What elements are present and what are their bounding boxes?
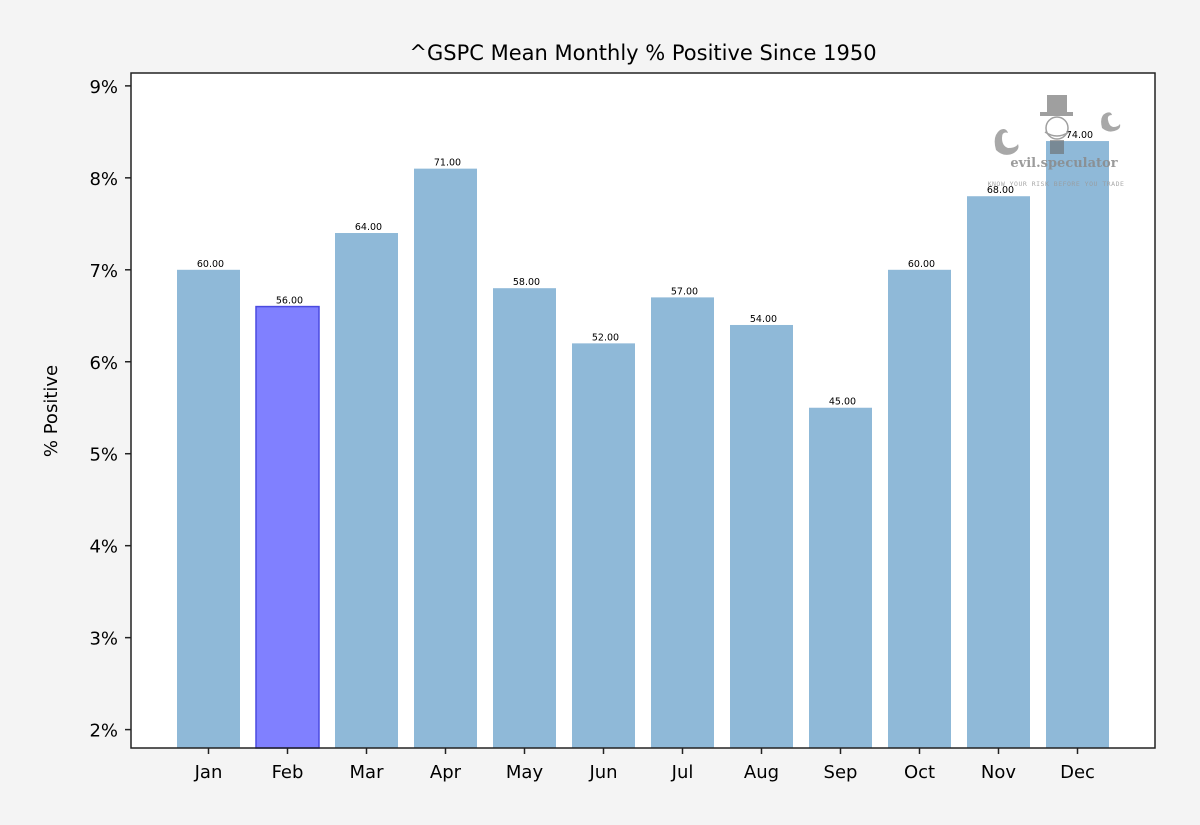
- data-label-nov: 68.00: [987, 185, 1014, 196]
- bar-jan: [177, 269, 240, 748]
- data-label-jan: 60.00: [197, 259, 224, 270]
- bar-aug: [730, 324, 793, 748]
- x-tick-label-oct: Oct: [904, 762, 935, 783]
- x-tick-label-nov: Nov: [981, 762, 1016, 783]
- x-tick-label-jul: Jul: [671, 762, 694, 783]
- data-label-sep: 45.00: [829, 397, 856, 408]
- x-tick-label-mar: Mar: [350, 762, 385, 783]
- y-tick-label-6: 6%: [89, 353, 118, 374]
- bar-feb: [255, 305, 320, 749]
- bar-may: [493, 288, 556, 748]
- data-label-feb: 56.00: [276, 296, 303, 307]
- bar-oct: [888, 269, 951, 748]
- y-tick-label-9: 9%: [89, 77, 118, 98]
- data-label-apr: 71.00: [434, 158, 461, 169]
- data-label-jun: 52.00: [592, 332, 619, 343]
- bars-group: [177, 141, 1109, 749]
- x-tick-label-feb: Feb: [272, 762, 304, 783]
- bar-nov: [967, 196, 1030, 748]
- y-tick-label-3: 3%: [89, 629, 118, 650]
- data-label-aug: 54.00: [750, 314, 777, 325]
- x-tick-label-aug: Aug: [744, 762, 779, 783]
- watermark-tagline: KNOW YOUR RISK BEFORE YOU TRADE: [988, 180, 1125, 188]
- plot-frame: [130, 72, 1156, 749]
- bar-jun: [572, 343, 635, 748]
- y-tick-label-2: 2%: [89, 721, 118, 742]
- x-tick-label-sep: Sep: [824, 762, 858, 783]
- y-tick-label-7: 7%: [89, 261, 118, 282]
- y-axis-label: % Positive: [41, 365, 62, 457]
- x-tick-label-apr: Apr: [430, 762, 462, 783]
- watermark: evil.speculator KNOW YOUR RISK BEFORE YO…: [988, 95, 1125, 188]
- x-tick-label-jun: Jun: [588, 762, 617, 783]
- bar-dec: [1046, 141, 1109, 749]
- data-label-oct: 60.00: [908, 259, 935, 270]
- swan-right-icon: [1101, 112, 1121, 132]
- y-axis: 2% 3% 4% 5% 6% 7% 8% 9%: [89, 77, 131, 742]
- y-tick-label-8: 8%: [89, 169, 118, 190]
- gentleman-top-hat-icon: [1040, 95, 1073, 154]
- data-label-mar: 64.00: [355, 222, 382, 233]
- bar-sep: [809, 407, 872, 748]
- data-label-jul: 57.00: [671, 286, 698, 297]
- data-label-may: 58.00: [513, 277, 540, 288]
- bar-jul: [651, 297, 714, 748]
- watermark-brand: evil.speculator: [1010, 156, 1117, 171]
- data-label-dec: 74.00: [1066, 130, 1093, 141]
- x-tick-label-jan: Jan: [194, 762, 223, 783]
- x-axis: Jan Feb Mar Apr May Jun Jul Aug Sep Oct Nov Dec: [194, 748, 1095, 783]
- x-tick-label-dec: Dec: [1060, 762, 1095, 783]
- y-tick-label-5: 5%: [89, 445, 118, 466]
- chart-title: ^GSPC Mean Monthly % Positive Since 1950: [409, 41, 876, 65]
- x-tick-label-may: May: [506, 762, 544, 783]
- bar-apr: [414, 168, 477, 748]
- bar-mar: [335, 233, 398, 749]
- data-labels-group: 60.00 56.00 64.00 71.00 58.00 52.00 57.00 54.00…: [197, 130, 1093, 408]
- y-tick-label-4: 4%: [89, 537, 118, 558]
- swan-left-icon: [994, 129, 1019, 155]
